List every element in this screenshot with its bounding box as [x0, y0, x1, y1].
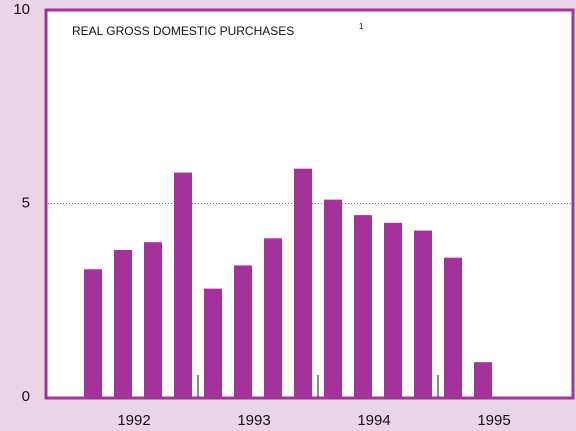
x-group-label: 1995 [477, 412, 510, 429]
chart-title: REAL GROSS DOMESTIC PURCHASES [72, 24, 294, 38]
bar [144, 242, 162, 397]
bar [204, 288, 222, 397]
x-group-label: 1993 [237, 412, 270, 429]
bar [114, 249, 132, 397]
bar [384, 222, 402, 397]
y-tick-label: 5 [22, 194, 30, 211]
x-group-label: 1994 [357, 412, 390, 429]
x-group-label: 1992 [117, 412, 150, 429]
bar [354, 215, 372, 397]
bar [474, 362, 492, 397]
bar [294, 168, 312, 397]
y-tick-label: 10 [13, 1, 30, 18]
y-tick-label: 0 [22, 388, 30, 405]
bar [234, 265, 252, 397]
title-note: 1 [359, 22, 364, 31]
bar [324, 199, 342, 397]
bar [84, 269, 102, 397]
bar [414, 230, 432, 397]
bar [174, 172, 192, 397]
bar [264, 238, 282, 397]
bar [444, 257, 462, 397]
